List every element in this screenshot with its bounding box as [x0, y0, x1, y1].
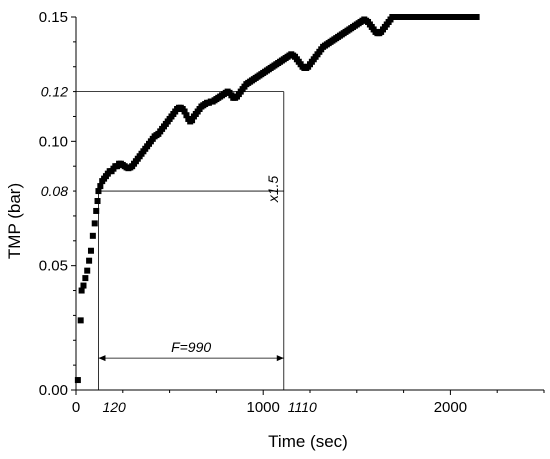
y-axis-title: TMP (bar) [5, 183, 24, 259]
annotations: F=990 x1.5 [98, 175, 284, 362]
x-tick-label: 2000 [434, 399, 467, 416]
y-tick-label: 0.00 [39, 382, 68, 399]
ratio-label: x1.5 [265, 175, 281, 203]
y-tick-label: 0.05 [39, 258, 68, 275]
data-point [77, 317, 84, 324]
y-annot-tick-label: 0.12 [41, 84, 68, 100]
data-point [80, 282, 87, 289]
span-arrow-head-left [98, 355, 106, 362]
x-tick-label: 0 [72, 399, 80, 416]
data-point [97, 183, 104, 190]
x-annot-tick-label: 120 [102, 399, 126, 415]
x-tick-label: 1000 [247, 399, 280, 416]
data-point [84, 267, 91, 274]
data-point [473, 14, 480, 20]
data-point [86, 257, 93, 264]
span-arrow-head-right [276, 355, 284, 362]
span-label: F=990 [171, 339, 211, 355]
x-annot-tick-label: 1110 [288, 399, 317, 415]
reference-lines [76, 91, 285, 390]
data-point [95, 188, 102, 195]
y-axis-ticks: 0.00 0.05 0.10 0.15 0.08 0.12 [39, 9, 76, 399]
data-point [189, 117, 196, 124]
x-axis-title: Time (sec) [268, 432, 348, 451]
data-point [93, 207, 100, 214]
data-points [74, 14, 480, 384]
data-point [78, 287, 85, 294]
y-annot-tick-label: 0.08 [41, 183, 68, 199]
x-axis-ticks: 0 1000 2000 120 1110 [72, 390, 545, 416]
data-point [183, 112, 190, 119]
data-point [82, 275, 89, 282]
data-point [87, 247, 94, 254]
data-point [74, 377, 81, 384]
y-tick-label: 0.15 [39, 9, 68, 26]
y-tick-label: 0.10 [39, 133, 68, 150]
data-point [91, 220, 98, 227]
data-point [89, 232, 96, 239]
data-point [94, 198, 101, 205]
chart-frame [75, 17, 544, 391]
data-point [181, 108, 188, 115]
